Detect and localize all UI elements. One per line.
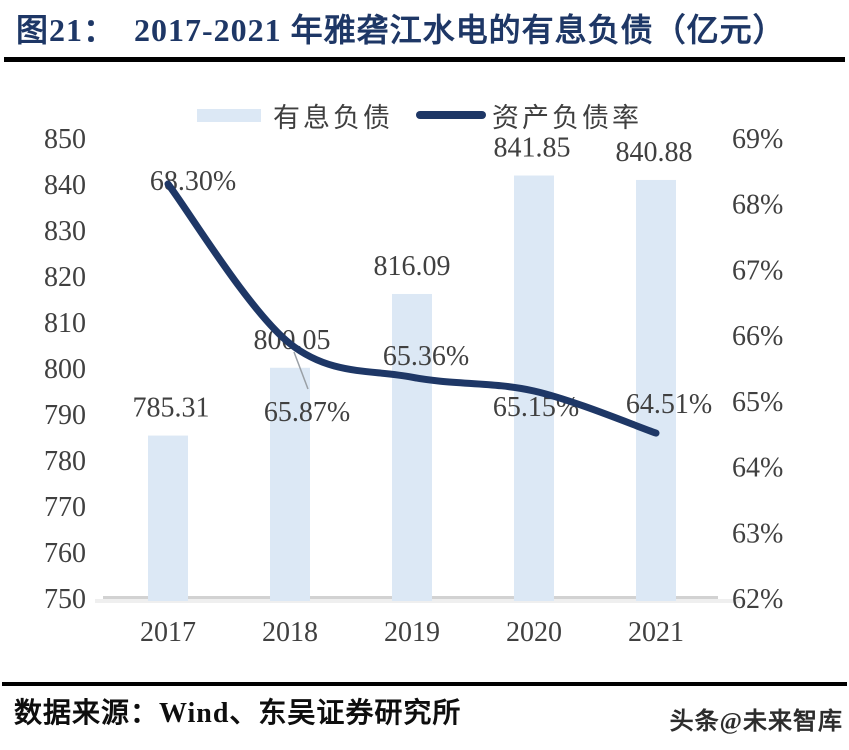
left-axis-tick: 840 [44,170,86,201]
legend-bar-label: 有息负债 [273,102,393,133]
right-axis-tick: 67% [732,255,783,286]
left-axis-tick: 790 [44,400,86,431]
bar-2021 [636,179,676,601]
right-axis-tick: 68% [732,190,783,221]
bar-value-label: 785.31 [133,393,210,424]
legend-item-debt: 有息负债 [197,98,393,133]
x-axis-category-label: 2021 [628,617,684,648]
left-axis-tick: 830 [44,216,86,247]
publisher-watermark: 头条@未来智库 [669,709,843,735]
bar-2017 [148,435,188,601]
title-divider-rule [4,57,845,62]
figure-title-text: 2017-2021 年雅砻江水电的有息负债（亿元） [134,12,786,48]
left-axis-tick: 810 [44,308,86,339]
rate-value-label: 64.51% [626,389,712,420]
left-axis-tick: 750 [44,584,86,615]
left-axis-tick: 770 [44,492,86,523]
right-axis-tick: 62% [732,584,783,615]
bar-2018 [270,367,310,601]
legend-line-swatch [416,111,486,119]
label-leader-line [293,351,309,390]
ratio-line [164,180,660,437]
footer-divider-rule [2,682,847,686]
x-axis-category-label: 2018 [262,617,318,648]
bar-value-label: 816.09 [374,251,451,282]
left-axis-tick: 850 [44,124,86,155]
x-axis-category-label: 2017 [140,617,196,648]
legend-bar-swatch [197,108,261,122]
x-axis-category-label: 2019 [384,617,440,648]
legend-item-ratio: 资产负债率 [416,98,642,133]
figure-title: 图21： 2017-2021 年雅砻江水电的有息负债（亿元） [16,5,786,51]
bar-value-label: 841.85 [494,132,571,163]
data-source-note: 数据来源：Wind、东吴证券研究所 [14,698,462,729]
left-axis-tick: 800 [44,354,86,385]
bar-value-label: 840.88 [616,137,693,168]
x-axis-category-label: 2020 [506,617,562,648]
left-axis-tick: 760 [44,538,86,569]
right-axis-tick: 63% [732,518,783,549]
right-axis-tick: 66% [732,321,783,352]
figure-number-label: 图21： [16,12,117,48]
bar-2019 [392,293,432,601]
left-axis-tick: 820 [44,262,86,293]
right-axis-tick: 64% [732,453,783,484]
right-axis-tick: 69% [732,124,783,155]
legend-line-label: 资产负债率 [492,102,642,133]
rate-value-label: 65.36% [383,341,469,372]
left-axis-tick: 780 [44,446,86,477]
bar-value-label: 800.05 [254,325,331,356]
right-axis-tick: 65% [732,387,783,418]
rate-value-label: 68.30% [150,166,236,197]
rate-value-label: 65.87% [264,397,350,428]
